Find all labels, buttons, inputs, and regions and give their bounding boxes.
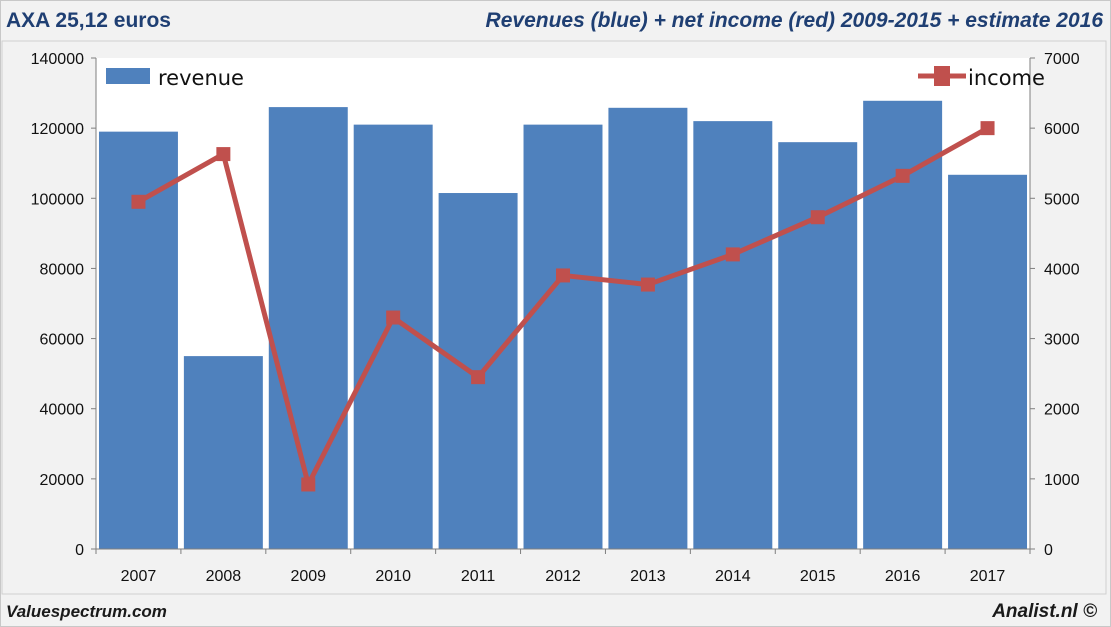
x-tick-label: 2015 <box>800 568 836 585</box>
legend-income-label: income <box>968 66 1045 90</box>
y-left-tick-label: 0 <box>75 542 84 559</box>
y-right-tick-label: 7000 <box>1044 51 1080 68</box>
revenue-bar <box>693 121 773 549</box>
x-tick-label: 2013 <box>630 568 666 585</box>
x-tick-label: 2017 <box>970 568 1006 585</box>
income-point <box>640 277 655 292</box>
y-right-tick-label: 4000 <box>1044 261 1080 278</box>
income-point <box>980 121 995 136</box>
x-tick-label: 2016 <box>885 568 921 585</box>
income-point <box>216 147 231 162</box>
income-point <box>725 247 740 262</box>
y-left-tick-label: 100000 <box>31 191 84 208</box>
chart-title-left: AXA 25,12 euros <box>6 9 171 32</box>
x-tick-label: 2011 <box>461 568 496 585</box>
y-left-tick-label: 120000 <box>31 121 84 138</box>
chart-title-right: Revenues (blue) + net income (red) 2009-… <box>485 9 1103 32</box>
revenue-bar <box>183 356 263 549</box>
revenue-bar <box>863 100 943 549</box>
revenue-bar <box>608 107 688 550</box>
income-point <box>810 210 825 225</box>
legend-revenue-label: revenue <box>158 66 244 90</box>
x-tick-label: 2010 <box>375 568 411 585</box>
y-left-tick-label: 80000 <box>40 261 85 278</box>
revenue-bar <box>948 174 1028 550</box>
y-left-tick-label: 20000 <box>40 472 85 489</box>
income-point <box>556 268 570 283</box>
x-tick-label: 2014 <box>715 568 751 585</box>
y-right-tick-label: 6000 <box>1044 121 1080 138</box>
income-point <box>895 168 910 183</box>
x-tick-label: 2007 <box>121 568 157 585</box>
y-left-tick-label: 40000 <box>40 402 85 419</box>
y-right-tick-label: 5000 <box>1044 191 1080 208</box>
x-tick-label: 2008 <box>206 568 242 585</box>
income-point <box>386 310 401 325</box>
footer-source: Valuespectrum.com <box>6 602 167 621</box>
revenue-bar <box>778 142 858 549</box>
x-tick-label: 2012 <box>545 568 581 585</box>
legend-revenue-swatch <box>106 68 150 84</box>
x-tick-label: 2009 <box>290 568 326 585</box>
y-right-tick-label: 2000 <box>1044 402 1080 419</box>
income-point <box>131 194 146 209</box>
y-left-tick-label: 140000 <box>31 51 84 68</box>
income-point <box>301 477 316 492</box>
income-point <box>471 370 486 385</box>
y-right-tick-label: 0 <box>1044 542 1053 559</box>
footer-copyright: Analist.nl © <box>992 601 1097 622</box>
revenue-bar <box>98 131 178 549</box>
y-left-tick-label: 60000 <box>40 332 85 349</box>
y-right-tick-label: 3000 <box>1044 332 1080 349</box>
legend-income-marker <box>934 66 950 86</box>
revenue-bar <box>523 124 603 549</box>
y-right-tick-label: 1000 <box>1044 472 1080 489</box>
